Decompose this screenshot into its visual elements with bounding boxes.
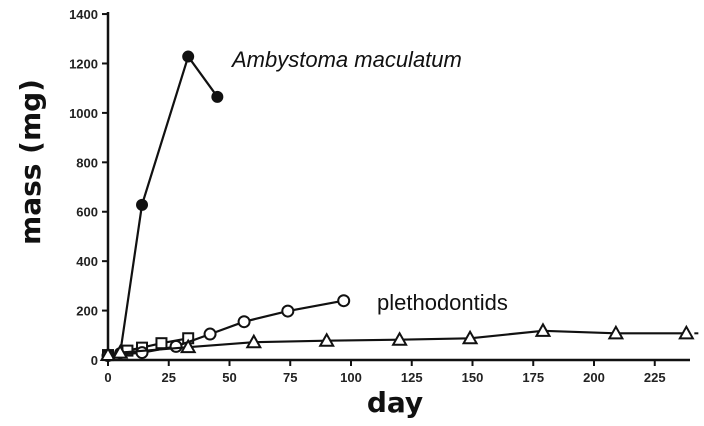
data-point bbox=[281, 304, 295, 318]
y-tick-label: 800 bbox=[76, 155, 98, 170]
y-tick-label: 400 bbox=[76, 254, 98, 269]
data-point bbox=[245, 333, 263, 349]
data-point bbox=[111, 344, 129, 359]
x-tick-label: 125 bbox=[401, 370, 423, 385]
data-point bbox=[135, 346, 149, 360]
data-point bbox=[211, 90, 224, 103]
series-line bbox=[107, 54, 219, 357]
series-filled-circle bbox=[102, 50, 224, 362]
x-tick-label: 225 bbox=[644, 370, 666, 385]
data-point bbox=[534, 322, 552, 337]
x-tick-label: 100 bbox=[340, 370, 362, 385]
data-point bbox=[155, 337, 168, 350]
data-point bbox=[318, 332, 335, 347]
data-point bbox=[237, 315, 251, 329]
data-point bbox=[678, 324, 695, 340]
x-axis-title: day bbox=[367, 386, 423, 419]
data-point bbox=[136, 198, 149, 211]
y-tick-labels: 0 200 400 600 800 1000 1200 1400 bbox=[69, 7, 98, 368]
series-line bbox=[107, 329, 687, 357]
x-tick-label: 200 bbox=[583, 370, 605, 385]
x-tick-label: 150 bbox=[462, 370, 484, 385]
series-open-triangle bbox=[99, 322, 699, 362]
data-point bbox=[607, 324, 625, 340]
y-tick-label: 600 bbox=[76, 205, 98, 220]
data-point bbox=[203, 327, 217, 341]
y-tick-label: 200 bbox=[76, 304, 98, 319]
data-point bbox=[461, 329, 479, 345]
x-tick-label: 175 bbox=[522, 370, 544, 385]
y-axis-title: mass (mg) bbox=[14, 79, 47, 245]
y-tick-label: 1000 bbox=[69, 106, 98, 121]
series-layer bbox=[99, 50, 699, 363]
x-tick-labels: 0 25 50 75 100 125 150 175 200 225 bbox=[104, 370, 665, 385]
annotation-ambystoma: Ambystoma maculatum bbox=[230, 47, 462, 72]
x-tick-label: 0 bbox=[104, 370, 111, 385]
x-tick-label: 25 bbox=[162, 370, 176, 385]
y-tick-label: 0 bbox=[91, 353, 98, 368]
data-point bbox=[169, 339, 183, 353]
annotation-plethodontids: plethodontids bbox=[377, 290, 508, 315]
data-point bbox=[179, 338, 197, 354]
y-tick-label: 1400 bbox=[69, 7, 98, 22]
x-tick-label: 75 bbox=[283, 370, 297, 385]
data-point bbox=[391, 331, 408, 346]
x-tick-label: 50 bbox=[222, 370, 236, 385]
y-tick-label: 1200 bbox=[69, 56, 98, 71]
data-point bbox=[337, 294, 351, 308]
data-point bbox=[99, 346, 117, 362]
data-point bbox=[182, 50, 195, 63]
